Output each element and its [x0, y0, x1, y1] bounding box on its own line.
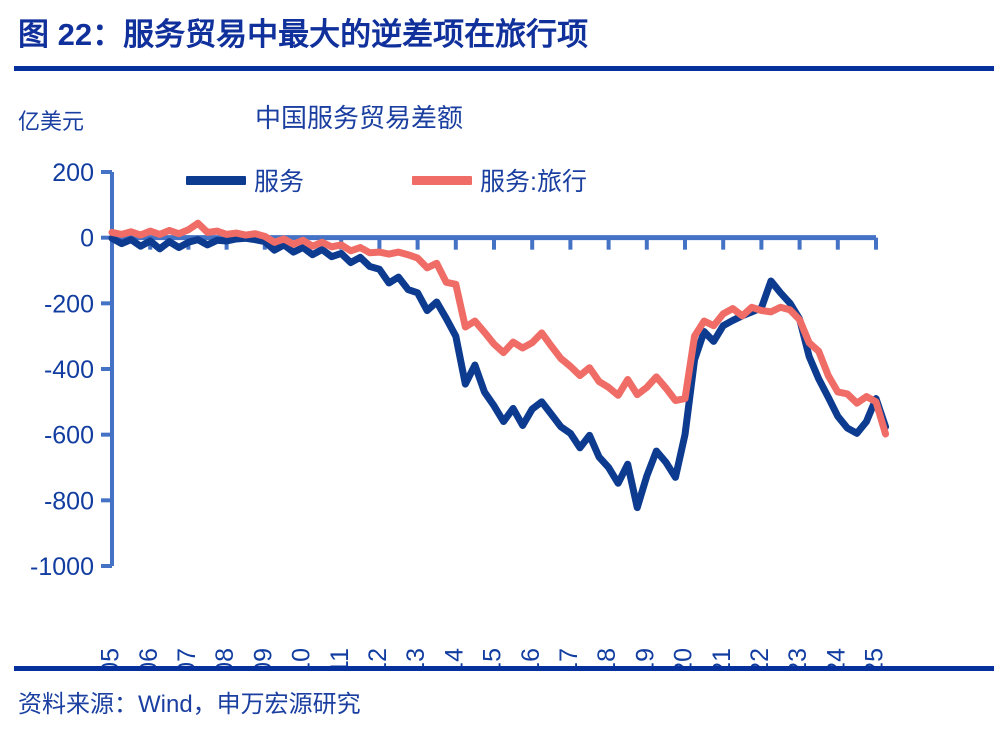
- y-tick-labels: 200 0 -200 -400 -600 -800 -1000: [30, 159, 94, 581]
- legend-item-services[interactable]: 服务: [186, 162, 304, 198]
- y-tick-label: -1000: [30, 553, 94, 581]
- legend-swatch-travel: [412, 175, 473, 185]
- x-tick-label: 2017: [555, 648, 583, 666]
- y-tick-label: 200: [52, 159, 94, 187]
- figure-title: 图 22：服务贸易中最大的逆差项在旅行项: [18, 17, 589, 52]
- y-axis-unit-label: 亿美元: [18, 109, 85, 134]
- x-tick-label: 2018: [593, 648, 621, 666]
- chart-area: 亿美元 中国服务贸易差额 服务 服务:旅行 200 0 -200 -400 -600 -8…: [0, 76, 1008, 666]
- x-tick-label: 2014: [440, 648, 468, 666]
- x-tick-label: 2022: [746, 648, 774, 666]
- x-tick-label: 2020: [670, 648, 698, 666]
- x-tick-label: 2005: [97, 648, 125, 666]
- x-tick-label: 2009: [249, 648, 277, 666]
- x-tick-label: 2010: [288, 648, 316, 666]
- x-tick-label: 2021: [708, 648, 736, 666]
- y-tick-label: -600: [44, 422, 94, 450]
- legend-swatch-services: [186, 175, 246, 185]
- series-line-travel: [108, 219, 890, 438]
- chart-title: 中国服务贸易差额: [254, 103, 463, 133]
- x-tick-label: 2006: [135, 648, 163, 666]
- x-tick-label: 2012: [364, 648, 392, 666]
- x-tick-label: 2013: [402, 648, 430, 666]
- x-tick-label: 2023: [784, 648, 812, 666]
- chart-legend: 服务 服务:旅行: [186, 162, 587, 198]
- legend-item-travel[interactable]: 服务:旅行: [412, 162, 587, 198]
- x-tick-label: 2025: [861, 648, 889, 666]
- title-divider: [14, 66, 994, 71]
- legend-label-services: 服务: [254, 168, 305, 196]
- x-tick-label: 2024: [822, 648, 850, 666]
- x-tick-labels: 2005 2006 2007 2008 2009 2010 2011 2012 2013 2014…: [97, 648, 889, 666]
- data-series-group: [108, 219, 890, 512]
- footer-divider: [14, 666, 994, 671]
- x-tick-label: 2007: [173, 648, 201, 666]
- y-tick-label: -200: [44, 290, 94, 318]
- x-tick-label: 2015: [479, 648, 507, 666]
- x-tick-label: 2011: [326, 648, 354, 666]
- x-tick-label: 2019: [631, 648, 659, 666]
- legend-label-travel: 服务:旅行: [480, 168, 587, 196]
- y-tick-label: -400: [44, 356, 94, 384]
- x-tick-label: 2016: [517, 648, 545, 666]
- source-note: 资料来源：Wind，申万宏源研究: [18, 691, 361, 718]
- series-line-services: [108, 234, 890, 512]
- y-tick-label: -800: [44, 487, 94, 515]
- x-tick-label: 2008: [211, 648, 239, 666]
- y-tick-label: 0: [80, 225, 94, 253]
